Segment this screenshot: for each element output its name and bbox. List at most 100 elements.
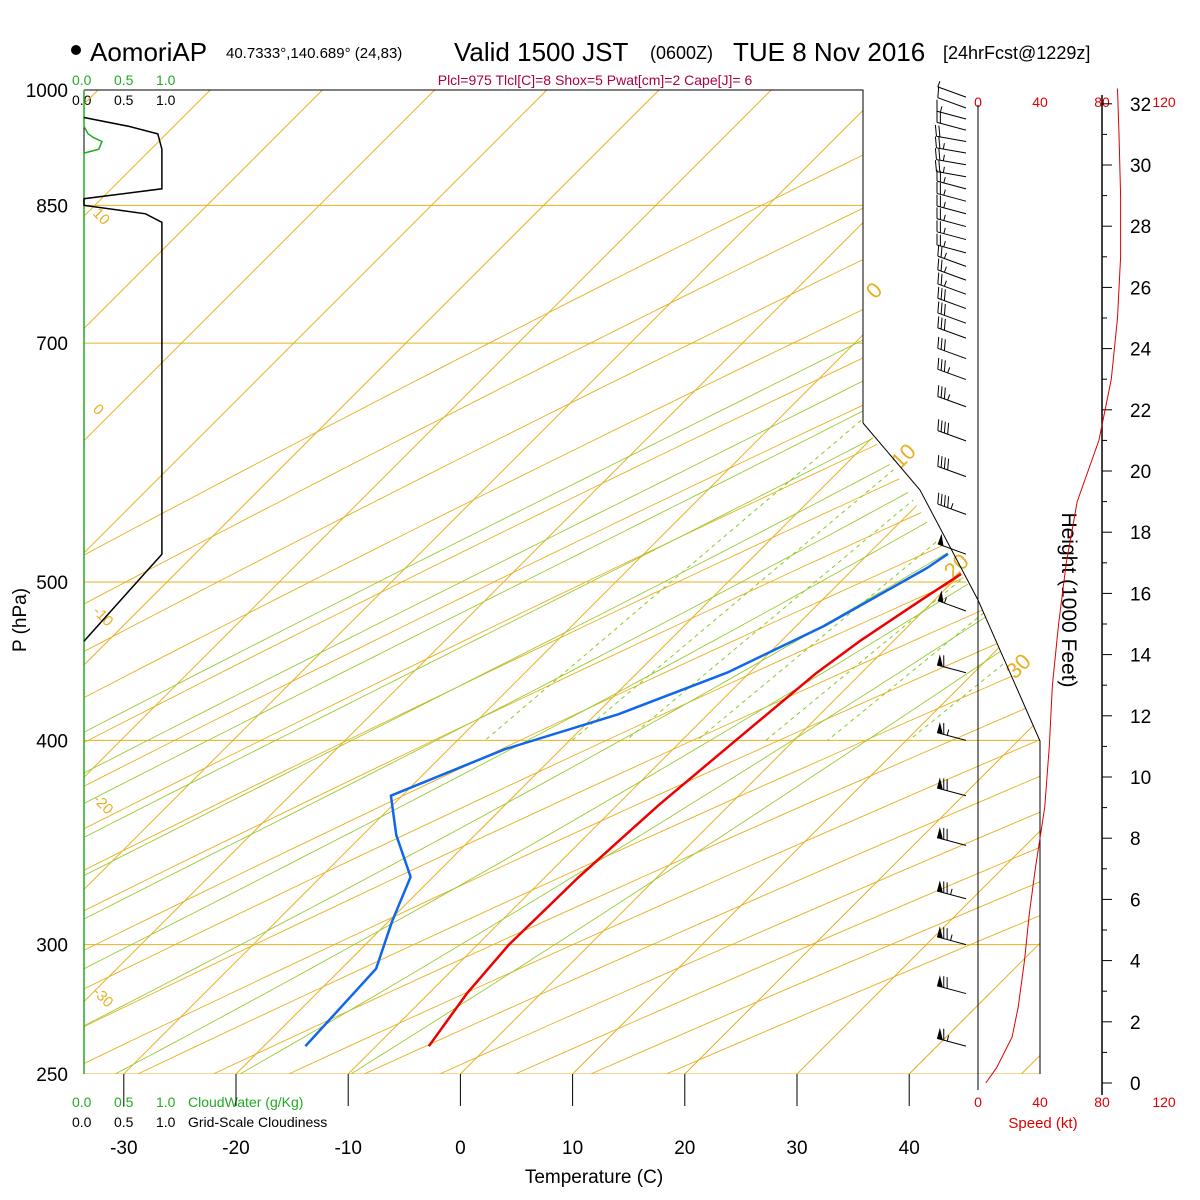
mixing-ratio-line (908, 90, 1040, 741)
moist-adiabat-line (84, 90, 1040, 1074)
wind-barb-half-flag (943, 597, 947, 604)
mixing-ratio-line (696, 90, 1040, 741)
wind-barb-pennant (937, 975, 943, 988)
wind-barb (936, 194, 967, 215)
y-tick-label: 400 (36, 731, 68, 752)
wind-barb (936, 721, 967, 741)
moist-adiabat-line (114, 90, 1040, 1074)
background-grid (84, 90, 1040, 1074)
cloudwater-tick-bottom-0: 0.0 (72, 1094, 92, 1110)
isotherm-line (84, 90, 996, 1074)
height-tick-label: 16 (1130, 584, 1151, 605)
cloudwater-tick-bottom-2: 1.0 (156, 1094, 176, 1110)
wind-barb-half-flag (943, 227, 946, 234)
wind-barb-half-flag (943, 214, 946, 221)
wind-barb-flag (937, 336, 940, 349)
wind-barb (936, 182, 967, 202)
wind-barb-flag (937, 316, 940, 328)
wind-barb-staff (937, 297, 967, 310)
wind-barb-flag (943, 303, 946, 316)
plot-frame-top (84, 89, 864, 423)
wind-barb-staff (936, 787, 967, 797)
wind-barb-staff (937, 503, 967, 515)
valid-time: Valid 1500 JST (454, 37, 629, 67)
temperature-line (427, 96, 1040, 1047)
wind-barb-flag (940, 317, 943, 330)
wind-barb-flag (940, 420, 943, 432)
wind-barb-flag (937, 86, 940, 98)
height-tick-label: 18 (1130, 523, 1151, 544)
wind-barb-flag (940, 245, 943, 258)
wind-barb-flag (943, 360, 946, 372)
dry-adiabat-line (84, 90, 1040, 1074)
cloudwater-tick-top-1: 0.5 (114, 72, 134, 88)
wind-barb-staff (936, 180, 967, 190)
isotherm-line (84, 90, 435, 1074)
wind-barb (937, 533, 967, 555)
x-tick-label: 20 (674, 1138, 695, 1159)
wind-barb-staff (936, 231, 967, 241)
wind-barb-flag (940, 359, 943, 371)
y-tick-label: 700 (36, 334, 68, 355)
cloudiness-title: Grid-Scale Cloudiness (188, 1114, 327, 1130)
wind-barb-flag (940, 456, 943, 468)
wind-barb (936, 1027, 967, 1047)
height-tick-label: 4 (1130, 952, 1141, 973)
wind-barb-half-flag (943, 201, 946, 208)
y-tick-label: 850 (36, 196, 68, 217)
wind-barb (934, 160, 967, 178)
wind-barb-flag (937, 286, 940, 299)
isotherm-line (572, 90, 1040, 1074)
isotherm-line (460, 90, 1040, 1074)
isotherm-line (84, 90, 884, 1074)
wind-barb (937, 385, 967, 408)
isotherm-label-left: 0 (89, 401, 107, 419)
height-tick-label: 0 (1130, 1074, 1141, 1095)
wind-barb-flag (940, 302, 943, 315)
plot-frame-right (862, 422, 1041, 1074)
wind-barb-half-flag (946, 1035, 950, 1042)
wind-barb (936, 777, 967, 797)
wind-barb (937, 316, 967, 339)
isotherm-line (796, 90, 1040, 1074)
wind-barb (937, 419, 967, 442)
wind-barb-flag (940, 338, 943, 350)
height-tick-label: 12 (1130, 707, 1151, 728)
wind-barb-flag (940, 493, 943, 506)
wind-barb-flag (937, 272, 940, 284)
dry-adiabat-line (84, 90, 1040, 1074)
isotherm-label-left: -10 (89, 603, 116, 630)
wind-barb-staff (937, 430, 967, 442)
wind-barb-flag (940, 273, 943, 286)
y-tick-labels: 250 300 400 500 700 850 1000 (26, 81, 68, 1086)
wind-barb-flag (943, 289, 946, 301)
isotherm-line (84, 90, 772, 1074)
wind-barb-flag (934, 136, 937, 148)
x-tick-label: 10 (562, 1138, 583, 1159)
wind-barbs (934, 81, 967, 1047)
wind-barb (937, 244, 967, 267)
x-tick-label: -10 (334, 1138, 361, 1159)
wind-barb-staff (937, 396, 967, 408)
cloudiness-tick-bottom-1: 0.5 (114, 1114, 134, 1130)
wind-barb-pennant (937, 826, 943, 840)
height-tick-label: 24 (1130, 340, 1152, 361)
speed-tick-bottom-0: 0 (974, 1094, 982, 1110)
wind-barb-staff (936, 192, 967, 202)
wind-barb-flag (943, 339, 946, 351)
y-axis-title: P (hPa) (10, 588, 31, 652)
wind-barb-half-flag (937, 81, 941, 88)
wind-barb-half-flag (943, 280, 947, 287)
wind-barb (937, 86, 967, 109)
station-coords: 40.7333°,140.689° (24,83) (226, 45, 402, 62)
wind-barb-staff (936, 1037, 967, 1047)
wind-barb-flag (934, 124, 937, 137)
y-tick-label: 1000 (26, 81, 68, 102)
wind-barb (936, 975, 967, 995)
sounding-indices: Plcl=975 Tlcl[C]=8 Shox=5 Pwat[cm]=2 Cap… (438, 72, 753, 88)
wind-barb (936, 926, 967, 946)
wind-barb-flag (947, 458, 950, 471)
wind-barb-staff (936, 135, 967, 143)
wind-barb-flag (938, 137, 941, 149)
y-tick-label: 500 (36, 573, 68, 594)
